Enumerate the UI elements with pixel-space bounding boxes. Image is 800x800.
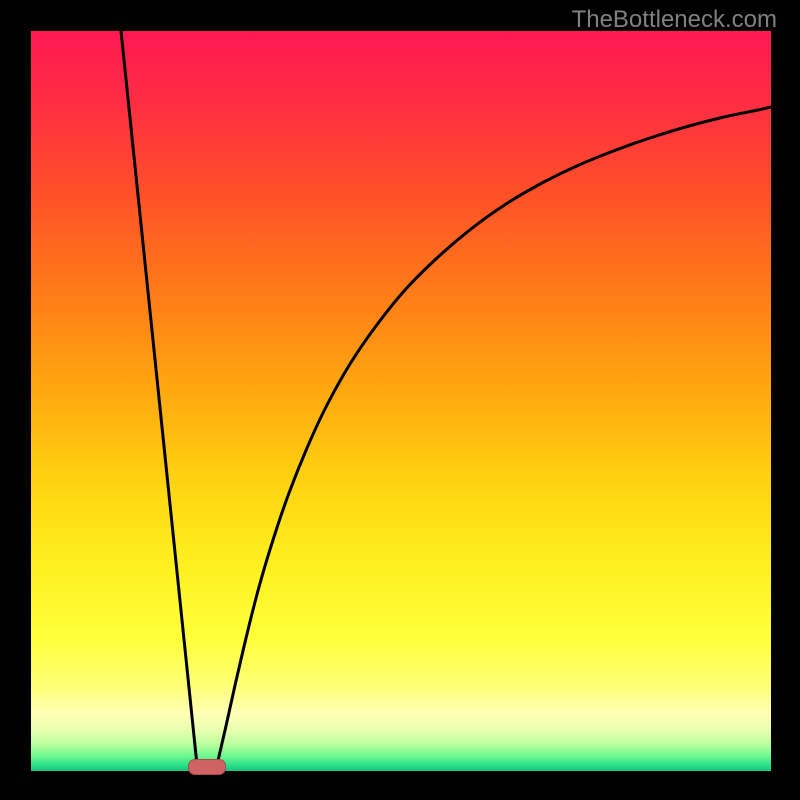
- watermark-text: TheBottleneck.com: [572, 6, 777, 34]
- chart-container: TheBottleneck.com: [0, 0, 800, 800]
- left-curve: [121, 31, 197, 765]
- plot-area: [31, 31, 771, 771]
- curves-layer: [31, 31, 771, 771]
- optimal-marker: [188, 759, 226, 775]
- right-curve: [217, 107, 771, 765]
